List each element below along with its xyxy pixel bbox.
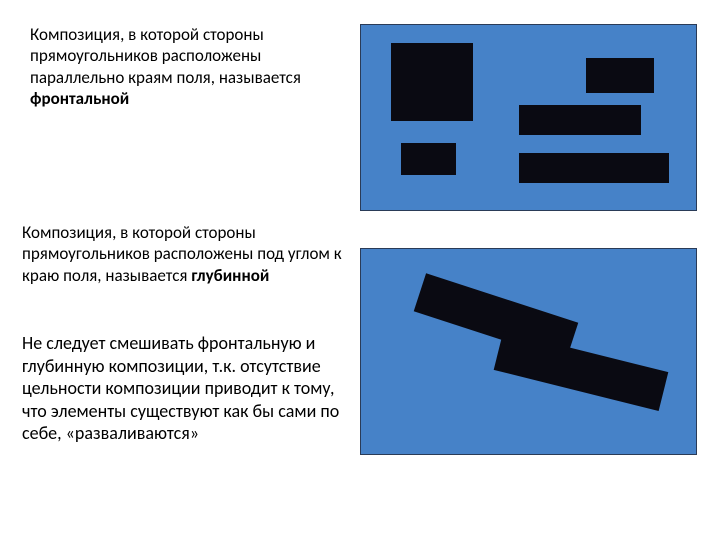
- text-frontal-description: Композиция, в которой стороны прямоуголь…: [30, 24, 330, 109]
- panel-frontal-composition: [360, 24, 697, 211]
- composition-rectangle: [391, 43, 473, 121]
- composition-rectangle: [586, 58, 654, 93]
- text-depth-description: Композиция, в которой стороны прямоуголь…: [22, 222, 342, 286]
- composition-rectangle: [519, 105, 641, 135]
- composition-rectangle: [401, 143, 456, 175]
- text-warning: Не следует смешивать фронтальную и глуби…: [22, 332, 352, 445]
- composition-rectangle: [494, 331, 669, 411]
- panel-depth-composition: [360, 248, 697, 455]
- composition-rectangle: [519, 153, 669, 183]
